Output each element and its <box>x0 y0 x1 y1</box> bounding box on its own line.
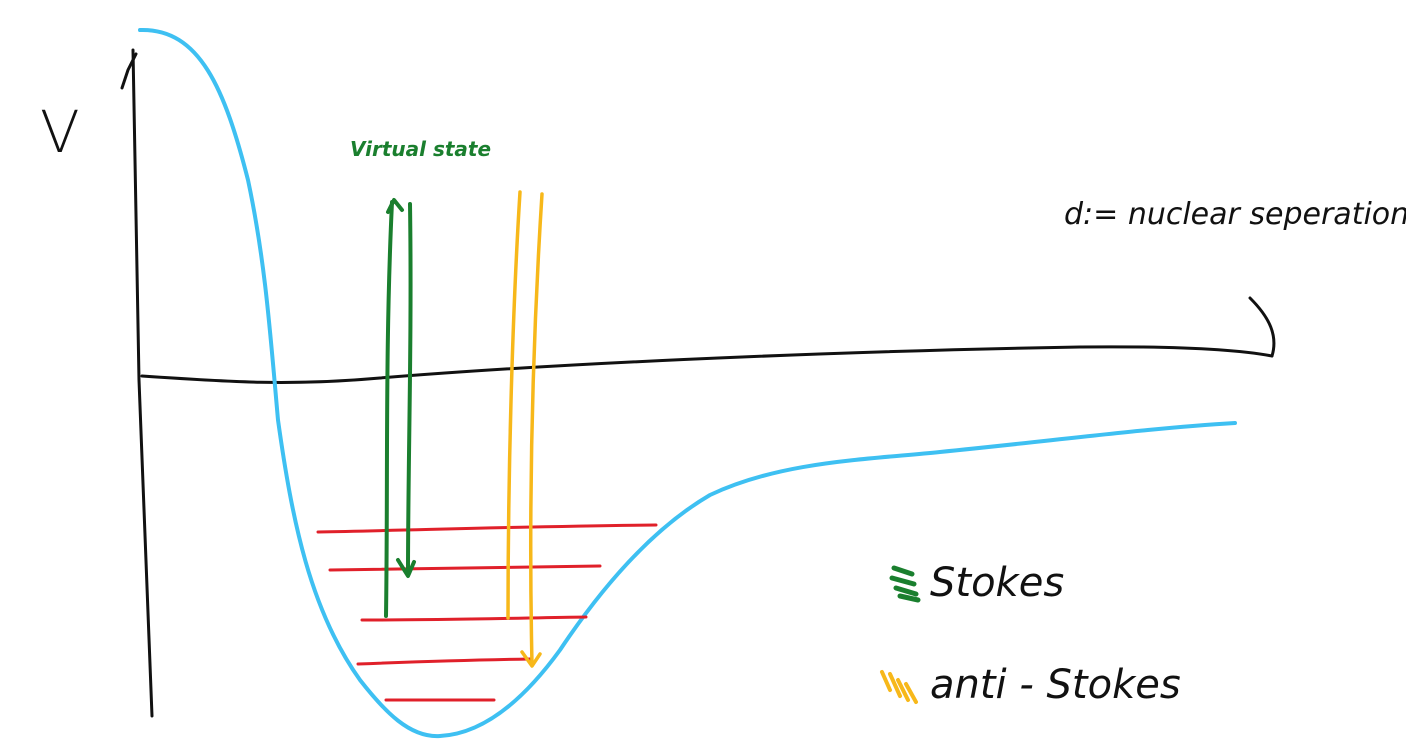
stokes-down-arrow <box>406 202 413 576</box>
anti-stokes-up-arrow <box>506 190 522 620</box>
stokes-up-arrow <box>384 200 394 618</box>
stokes-up-arrowhead <box>386 198 404 214</box>
vibrational-levels <box>316 523 658 702</box>
axes <box>120 48 1276 718</box>
vibrational-level <box>328 564 602 572</box>
y-axis-line <box>131 48 154 718</box>
vibrational-level <box>316 523 658 534</box>
x-axis-line <box>140 345 1274 384</box>
stokes-transitions <box>384 198 416 618</box>
anti-stokes-down-arrowhead <box>520 650 542 668</box>
vibrational-level <box>360 615 588 622</box>
potential-curve <box>138 27 1237 739</box>
x-axis-arrow <box>1248 296 1276 358</box>
anti-stokes-transitions <box>506 190 544 668</box>
vibrational-level <box>356 657 532 666</box>
virtual-state-label: Virtual state <box>350 137 491 161</box>
legend-stokes-swatch <box>889 565 921 603</box>
legend-anti-stokes-swatch <box>880 670 918 704</box>
legend-stokes-label: Stokes <box>930 560 1064 606</box>
legend-anti-stokes-label: anti - Stokes <box>930 662 1181 708</box>
y-axis-arrow <box>120 52 138 90</box>
stokes-down-arrowhead <box>396 558 416 578</box>
x-axis-label: d:= nuclear seperation <box>1064 197 1406 232</box>
y-axis-label: V <box>40 98 80 166</box>
anti-stokes-down-arrow <box>528 192 544 666</box>
